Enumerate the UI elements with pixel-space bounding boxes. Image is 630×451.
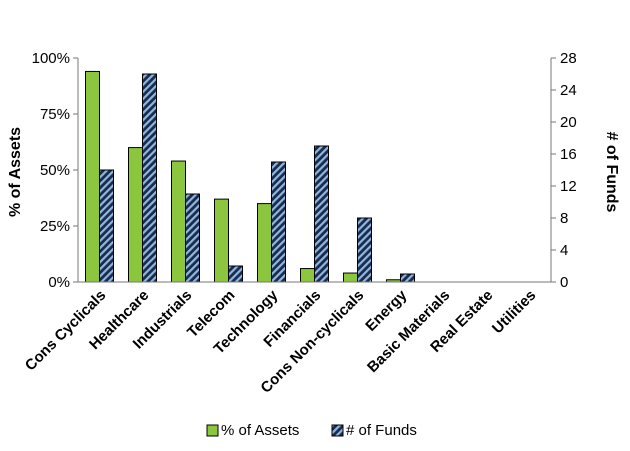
bar-funds xyxy=(357,217,372,283)
bar-funds xyxy=(142,73,157,283)
y-right-tick-label: 4 xyxy=(560,242,568,259)
bar-assets xyxy=(343,272,358,283)
bar-assets xyxy=(85,70,100,283)
y-left-tick-label: 50% xyxy=(40,162,70,179)
legend-swatch-assets xyxy=(206,424,219,437)
y-left-tick-label: 100% xyxy=(32,50,70,67)
bar-funds xyxy=(99,169,114,283)
bar-funds xyxy=(271,161,286,283)
y-right-tick-label: 0 xyxy=(560,274,568,291)
legend-label-assets: % of Assets xyxy=(221,422,299,439)
plot-area: Cons CyclicalsHealthcareIndustrialsTelec… xyxy=(22,50,577,397)
bar-assets xyxy=(128,147,143,283)
bar-assets xyxy=(300,268,315,283)
y-axis-left-title: % of Assets xyxy=(7,127,24,217)
y-left-tick-label: 75% xyxy=(40,106,70,123)
y-right-tick-label: 8 xyxy=(560,210,568,227)
legend-label-funds: # of Funds xyxy=(346,422,417,439)
bar-assets xyxy=(257,203,272,283)
y-right-tick-label: 24 xyxy=(560,82,577,99)
y-right-tick-label: 20 xyxy=(560,114,577,131)
y-left-tick-label: 25% xyxy=(40,218,70,235)
y-right-tick-label: 16 xyxy=(560,146,577,163)
bar-assets xyxy=(171,160,186,283)
x-tick-label: Utilities xyxy=(489,287,539,337)
legend-swatch-funds xyxy=(331,424,344,437)
bar-funds xyxy=(185,193,200,283)
y-right-tick-label: 12 xyxy=(560,178,577,195)
bar-funds xyxy=(400,273,415,283)
y-left-tick-label: 0% xyxy=(48,274,70,291)
legend: % of Assets # of Funds xyxy=(206,422,417,439)
y-right-tick-label: 28 xyxy=(560,50,577,67)
bar-funds xyxy=(314,145,329,283)
bar-assets xyxy=(214,198,229,283)
y-axis-right-title: # of Funds xyxy=(603,132,620,213)
bar-funds xyxy=(228,265,243,283)
